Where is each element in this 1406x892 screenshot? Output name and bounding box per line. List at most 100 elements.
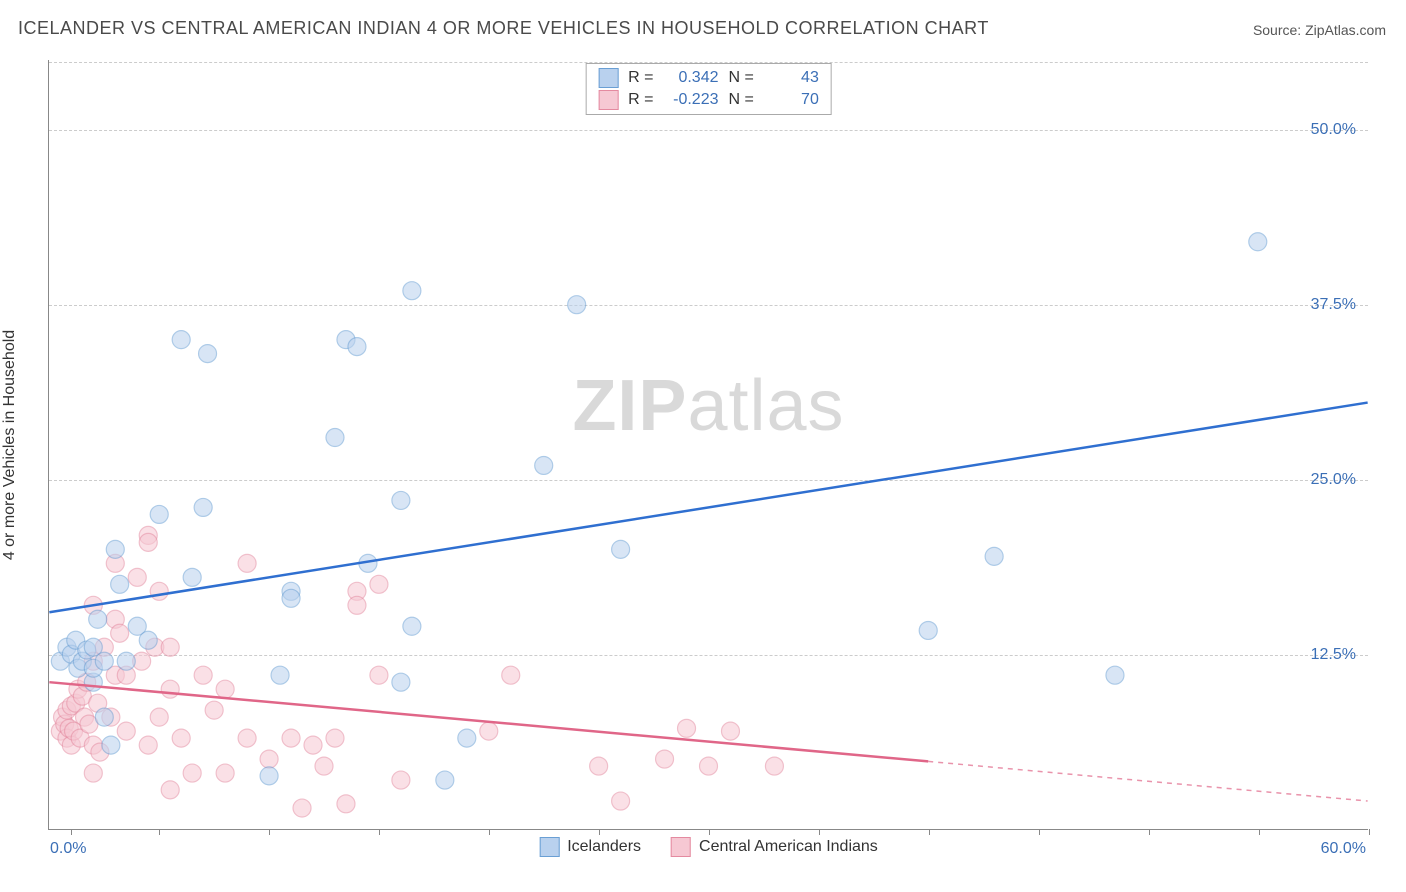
- scatter-point: [480, 722, 498, 740]
- legend-item-icelanders: Icelanders: [539, 837, 641, 857]
- scatter-point: [337, 795, 355, 813]
- bottom-legend: Icelanders Central American Indians: [539, 837, 878, 857]
- r-label: R =: [628, 69, 653, 87]
- scatter-point: [568, 296, 586, 314]
- n-value-1: 70: [764, 91, 819, 109]
- scatter-point: [700, 757, 718, 775]
- trend-line-dashed: [928, 761, 1367, 801]
- scatter-point: [348, 338, 366, 356]
- scatter-point: [326, 729, 344, 747]
- scatter-point: [985, 547, 1003, 565]
- n-label: N =: [729, 91, 754, 109]
- scatter-point: [293, 799, 311, 817]
- scatter-point: [172, 331, 190, 349]
- scatter-point: [590, 757, 608, 775]
- scatter-point: [403, 282, 421, 300]
- plot-area: ZIPatlas R = 0.342 N = 43 R = -0.223 N =…: [48, 60, 1368, 830]
- scatter-point: [392, 491, 410, 509]
- scatter-point: [260, 750, 278, 768]
- legend-item-cai: Central American Indians: [671, 837, 878, 857]
- scatter-point: [348, 596, 366, 614]
- scatter-point: [89, 610, 107, 628]
- scatter-point: [95, 708, 113, 726]
- scatter-point: [282, 729, 300, 747]
- x-tick: [71, 829, 72, 835]
- scatter-point: [117, 722, 135, 740]
- r-value-0: 0.342: [664, 69, 719, 87]
- scatter-point: [139, 533, 157, 551]
- scatter-point: [392, 673, 410, 691]
- scatter-point: [436, 771, 454, 789]
- scatter-point: [1106, 666, 1124, 684]
- scatter-point: [458, 729, 476, 747]
- source-attribution: Source: ZipAtlas.com: [1253, 22, 1386, 38]
- scatter-point: [205, 701, 223, 719]
- n-value-0: 43: [764, 69, 819, 87]
- x-tick: [1369, 829, 1370, 835]
- scatter-point: [216, 764, 234, 782]
- stats-row-1: R = -0.223 N = 70: [598, 90, 819, 110]
- scatter-point: [612, 792, 630, 810]
- swatch-icelanders-icon: [539, 837, 559, 857]
- x-tick: [1259, 829, 1260, 835]
- scatter-point: [111, 624, 129, 642]
- scatter-point: [678, 719, 696, 737]
- scatter-point: [238, 554, 256, 572]
- scatter-point: [183, 568, 201, 586]
- x-axis-max-label: 60.0%: [1321, 840, 1366, 858]
- scatter-point: [403, 617, 421, 635]
- x-tick: [929, 829, 930, 835]
- scatter-point: [161, 680, 179, 698]
- legend-label-0: Icelanders: [567, 838, 641, 856]
- scatter-point: [117, 652, 135, 670]
- trend-line: [49, 682, 928, 761]
- x-tick: [1149, 829, 1150, 835]
- scatter-point: [172, 729, 190, 747]
- scatter-point: [183, 764, 201, 782]
- swatch-cai-icon: [671, 837, 691, 857]
- scatter-point: [271, 666, 289, 684]
- scatter-point: [656, 750, 674, 768]
- scatter-point: [502, 666, 520, 684]
- swatch-icelanders-icon: [598, 68, 618, 88]
- scatter-point: [370, 575, 388, 593]
- scatter-point: [216, 680, 234, 698]
- stats-legend-box: R = 0.342 N = 43 R = -0.223 N = 70: [585, 63, 832, 115]
- scatter-point: [150, 582, 168, 600]
- scatter-point: [370, 666, 388, 684]
- scatter-point: [199, 345, 217, 363]
- r-label: R =: [628, 91, 653, 109]
- scatter-point: [238, 729, 256, 747]
- scatter-point: [315, 757, 333, 775]
- scatter-point: [721, 722, 739, 740]
- swatch-cai-icon: [598, 90, 618, 110]
- scatter-point: [150, 505, 168, 523]
- x-tick: [489, 829, 490, 835]
- scatter-point: [111, 575, 129, 593]
- x-axis-min-label: 0.0%: [50, 840, 86, 858]
- x-tick: [709, 829, 710, 835]
- scatter-point: [161, 638, 179, 656]
- chart-title: ICELANDER VS CENTRAL AMERICAN INDIAN 4 O…: [18, 18, 989, 39]
- x-tick: [599, 829, 600, 835]
- scatter-point: [84, 764, 102, 782]
- legend-label-1: Central American Indians: [699, 838, 878, 856]
- scatter-point: [392, 771, 410, 789]
- scatter-point: [150, 708, 168, 726]
- x-tick: [159, 829, 160, 835]
- chart-svg: [49, 60, 1368, 829]
- trend-line: [49, 403, 1367, 613]
- scatter-point: [282, 589, 300, 607]
- n-label: N =: [729, 69, 754, 87]
- r-value-1: -0.223: [664, 91, 719, 109]
- x-tick: [379, 829, 380, 835]
- y-axis-title: 4 or more Vehicles in Household: [1, 330, 19, 560]
- scatter-point: [139, 631, 157, 649]
- scatter-point: [765, 757, 783, 775]
- scatter-point: [194, 666, 212, 684]
- scatter-point: [102, 736, 120, 754]
- scatter-point: [260, 767, 278, 785]
- x-tick: [819, 829, 820, 835]
- x-tick: [269, 829, 270, 835]
- scatter-point: [326, 429, 344, 447]
